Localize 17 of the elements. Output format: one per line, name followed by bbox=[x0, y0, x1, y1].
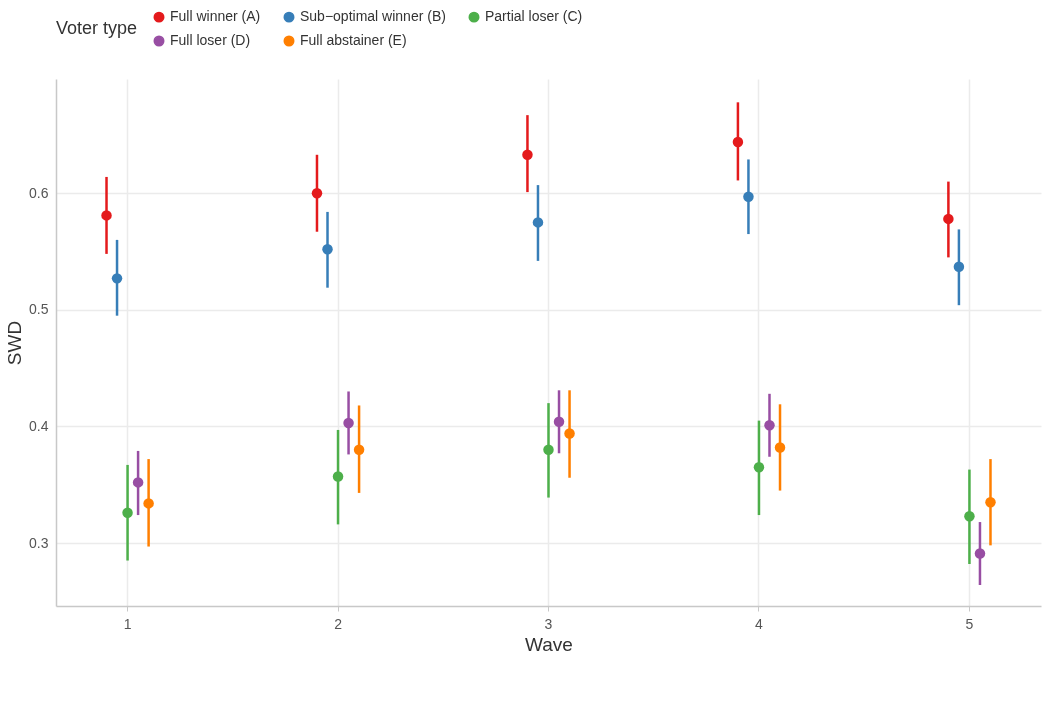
x-tick-label: 5 bbox=[965, 615, 974, 632]
legend-label: Sub−optimal winner (B) bbox=[300, 8, 446, 25]
x-tick-label: 3 bbox=[544, 615, 553, 632]
x-axis-title: Wave bbox=[525, 633, 573, 655]
legend-label: Partial loser (C) bbox=[485, 8, 583, 25]
legend-label: Full abstainer (E) bbox=[300, 32, 407, 48]
x-tick-label: 4 bbox=[755, 615, 764, 632]
legend-title: Voter type bbox=[56, 18, 138, 38]
y-tick-label: 0.6 bbox=[29, 184, 49, 201]
y-tick-label: 0.3 bbox=[29, 534, 49, 551]
y-tick-label: 0.5 bbox=[29, 301, 49, 318]
y-axis-title: SWD bbox=[4, 320, 26, 366]
x-tick-label: 1 bbox=[123, 615, 132, 632]
y-tick-label: 0.4 bbox=[29, 417, 49, 434]
legend-label: Full loser (D) bbox=[170, 32, 251, 48]
x-tick-label: 2 bbox=[334, 615, 343, 632]
legend-label: Full winner (A) bbox=[170, 8, 261, 25]
